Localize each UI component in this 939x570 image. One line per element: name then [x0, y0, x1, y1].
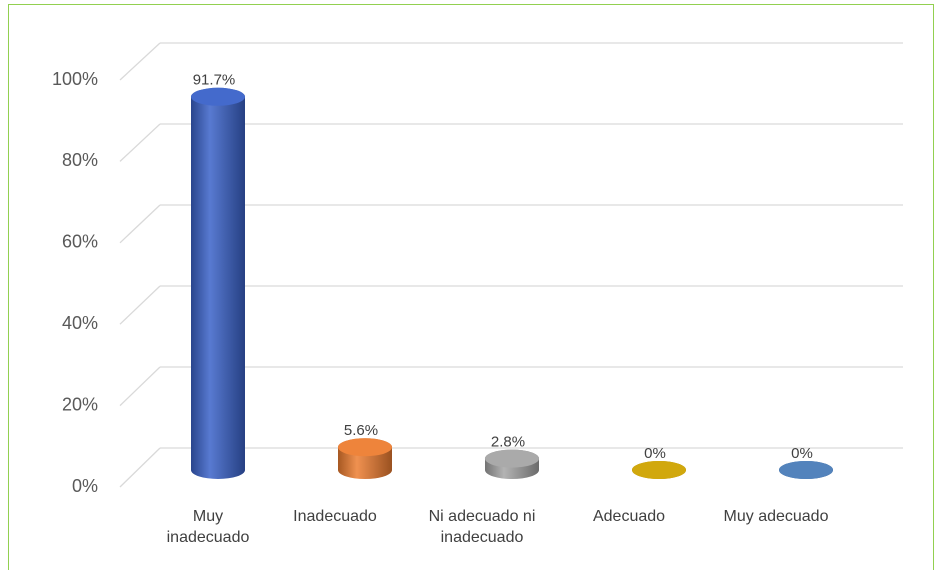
grid-side-line — [119, 204, 161, 244]
value-label: 2.8% — [491, 434, 525, 451]
value-label: 0% — [791, 445, 813, 462]
x-tick-label: Muy adecuado — [723, 508, 829, 525]
grid-side-line — [119, 123, 161, 162]
value-label: 0% — [644, 445, 666, 462]
grid-side-line — [119, 42, 161, 81]
bar-top — [779, 461, 833, 479]
bar-top — [485, 449, 539, 468]
chart-frame — [8, 4, 934, 570]
y-tick-label: 60% — [62, 232, 98, 252]
grid-side-line — [119, 366, 161, 407]
value-label: 91.7% — [193, 72, 236, 89]
y-tick-label: 80% — [62, 150, 98, 170]
x-tick-label: Muy inadecuado — [166, 508, 250, 546]
bar-top — [338, 438, 392, 457]
grid-side-line — [119, 447, 161, 488]
bar-top — [191, 87, 245, 106]
y-tick-label: 40% — [62, 313, 98, 333]
y-tick-label: 0% — [72, 476, 98, 496]
value-label: 5.6% — [344, 422, 378, 439]
x-tick-label: Adecuado — [592, 508, 666, 525]
x-tick-label: Ni adecuado ni inadecuado — [428, 508, 536, 546]
y-tick-label: 20% — [62, 394, 98, 414]
x-tick-label: Inadecuado — [293, 508, 377, 525]
bar — [191, 87, 245, 479]
bar-top — [632, 461, 686, 479]
y-tick-label: 100% — [52, 69, 98, 89]
grid-side-line — [119, 285, 161, 325]
